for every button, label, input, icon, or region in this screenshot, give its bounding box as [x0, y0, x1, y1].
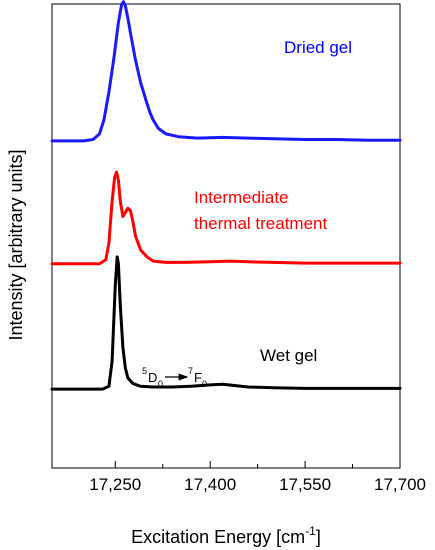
- x-axis-tick-labels: 17,250 17,400 17,550 17,700: [89, 475, 426, 494]
- transition-annotation: 5 D 0 7 F 0: [142, 366, 207, 389]
- x-tick-label: 17,700: [374, 475, 426, 494]
- transition-lower-sup: 7: [188, 366, 193, 376]
- x-axis-label-end: ]: [316, 527, 321, 547]
- x-axis-ticks: [114, 461, 401, 468]
- transition-lower-sub: 0: [202, 379, 207, 389]
- x-tick-label: 17,400: [184, 475, 236, 494]
- y-axis-label: Intensity [arbitrary units]: [6, 149, 26, 340]
- x-axis-label-main: Excitation Energy [cm: [131, 527, 305, 547]
- series-group: [50, 0, 402, 391]
- series-line-wet-gel: [50, 255, 402, 391]
- label-dried-gel: Dried gel: [284, 38, 352, 57]
- x-tick-label: 17,550: [279, 475, 331, 494]
- series-line-intermediate-thermal-treatment: [50, 170, 402, 266]
- label-intermediate-line2: thermal treatment: [194, 214, 327, 233]
- series-line-dried-gel: [50, 0, 402, 143]
- x-tick-label: 17,250: [89, 475, 141, 494]
- transition-lower: F: [194, 370, 202, 385]
- label-wet-gel: Wet gel: [260, 346, 317, 365]
- transition-upper: D: [148, 370, 157, 385]
- x-axis-label-sup: -1: [305, 524, 316, 538]
- transition-upper-sub: 0: [158, 379, 163, 389]
- transition-upper-sup: 5: [142, 366, 147, 376]
- x-axis-label: Excitation Energy [cm-1]: [131, 524, 321, 547]
- plot-frame: [51, 3, 401, 469]
- label-intermediate-line1: Intermediate: [194, 188, 289, 207]
